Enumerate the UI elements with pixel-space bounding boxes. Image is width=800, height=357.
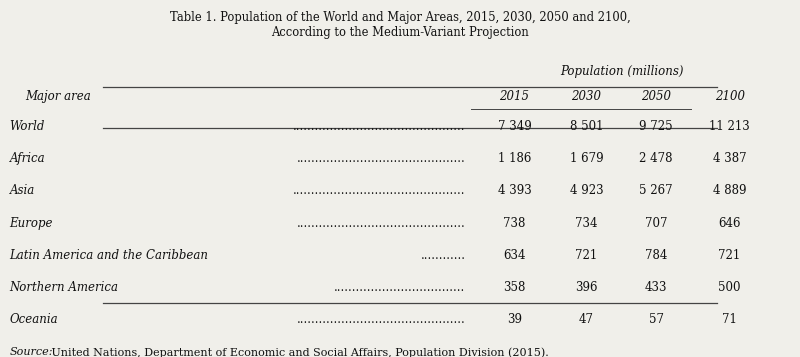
Text: 433: 433 bbox=[645, 281, 667, 294]
Text: 2015: 2015 bbox=[499, 90, 530, 103]
Text: 5 267: 5 267 bbox=[639, 185, 673, 197]
Text: 57: 57 bbox=[649, 313, 663, 326]
Text: 7 349: 7 349 bbox=[498, 120, 531, 133]
Text: 4 393: 4 393 bbox=[498, 185, 531, 197]
Text: World: World bbox=[10, 120, 45, 133]
Text: .............................................: ........................................… bbox=[297, 217, 466, 230]
Text: 721: 721 bbox=[718, 249, 741, 262]
Text: ............: ............ bbox=[421, 249, 466, 262]
Text: Asia: Asia bbox=[10, 185, 35, 197]
Text: 2030: 2030 bbox=[571, 90, 602, 103]
Text: Latin America and the Caribbean: Latin America and the Caribbean bbox=[10, 249, 209, 262]
Text: 2050: 2050 bbox=[641, 90, 671, 103]
Text: ...................................: ................................... bbox=[334, 281, 466, 294]
Text: 8 501: 8 501 bbox=[570, 120, 603, 133]
Text: 1 679: 1 679 bbox=[570, 152, 603, 165]
Text: Source:: Source: bbox=[10, 347, 53, 357]
Text: 2 478: 2 478 bbox=[639, 152, 673, 165]
Text: 11 213: 11 213 bbox=[710, 120, 750, 133]
Text: 396: 396 bbox=[575, 281, 598, 294]
Text: 9 725: 9 725 bbox=[639, 120, 673, 133]
Text: 2100: 2100 bbox=[714, 90, 745, 103]
Text: 734: 734 bbox=[575, 217, 598, 230]
Text: 4 889: 4 889 bbox=[713, 185, 746, 197]
Text: 47: 47 bbox=[579, 313, 594, 326]
Text: 707: 707 bbox=[645, 217, 667, 230]
Text: United Nations, Department of Economic and Social Affairs, Population Division (: United Nations, Department of Economic a… bbox=[48, 347, 549, 357]
Text: 4 387: 4 387 bbox=[713, 152, 746, 165]
Text: 738: 738 bbox=[503, 217, 526, 230]
Text: 634: 634 bbox=[503, 249, 526, 262]
Text: .............................................: ........................................… bbox=[297, 313, 466, 326]
Text: .............................................: ........................................… bbox=[297, 152, 466, 165]
Text: 71: 71 bbox=[722, 313, 737, 326]
Text: Table 1. Population of the World and Major Areas, 2015, 2030, 2050 and 2100,: Table 1. Population of the World and Maj… bbox=[170, 11, 630, 24]
Text: 784: 784 bbox=[645, 249, 667, 262]
Text: 1 186: 1 186 bbox=[498, 152, 531, 165]
Text: Africa: Africa bbox=[10, 152, 46, 165]
Text: According to the Medium-Variant Projection: According to the Medium-Variant Projecti… bbox=[271, 26, 529, 39]
Text: 4 923: 4 923 bbox=[570, 185, 603, 197]
Text: Population (millions): Population (millions) bbox=[560, 65, 684, 78]
Text: ..............................................: ........................................… bbox=[293, 120, 466, 133]
Text: 721: 721 bbox=[575, 249, 598, 262]
Text: 646: 646 bbox=[718, 217, 741, 230]
Text: Major area: Major area bbox=[26, 90, 91, 103]
Text: 500: 500 bbox=[718, 281, 741, 294]
Text: Oceania: Oceania bbox=[10, 313, 58, 326]
Text: 358: 358 bbox=[503, 281, 526, 294]
Text: Europe: Europe bbox=[10, 217, 53, 230]
Text: 39: 39 bbox=[507, 313, 522, 326]
Text: ..............................................: ........................................… bbox=[293, 185, 466, 197]
Text: Northern America: Northern America bbox=[10, 281, 118, 294]
